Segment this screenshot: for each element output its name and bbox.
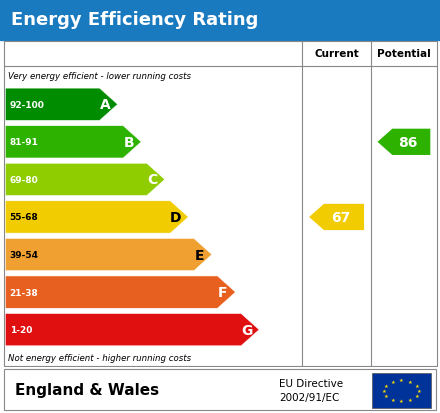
Text: 92-100: 92-100 [10,100,44,109]
Text: EU Directive: EU Directive [279,378,344,388]
Polygon shape [5,314,259,346]
Text: 55-68: 55-68 [10,213,38,222]
Polygon shape [5,276,235,309]
Text: 69-80: 69-80 [10,176,38,185]
Text: ★: ★ [381,388,386,393]
Polygon shape [5,126,141,159]
Text: C: C [147,173,158,187]
Text: 21-38: 21-38 [10,288,38,297]
Text: 86: 86 [399,135,418,150]
Bar [372,373,431,408]
Text: F: F [218,285,227,299]
Polygon shape [378,129,430,156]
Text: Current: Current [314,49,359,59]
Text: 2002/91/EC: 2002/91/EC [279,392,340,401]
Text: ★: ★ [390,397,395,402]
Text: ★: ★ [384,393,389,398]
Text: ★: ★ [408,379,413,384]
Polygon shape [5,201,188,233]
Text: ★: ★ [384,382,389,387]
Text: Very energy efficient - lower running costs: Very energy efficient - lower running co… [8,72,191,81]
Text: 39-54: 39-54 [10,250,39,259]
Text: A: A [99,98,110,112]
Text: G: G [241,323,252,337]
Text: England & Wales: England & Wales [15,382,160,397]
Text: E: E [194,248,204,262]
Text: ★: ★ [408,397,413,402]
Text: B: B [123,135,134,150]
Text: ★: ★ [417,388,422,393]
Text: 1-20: 1-20 [10,325,32,335]
Polygon shape [5,239,212,271]
Text: ★: ★ [399,377,404,382]
Text: 67: 67 [331,211,351,224]
Text: Not energy efficient - higher running costs: Not energy efficient - higher running co… [8,354,191,363]
Text: Potential: Potential [377,49,431,59]
Text: ★: ★ [399,398,404,403]
Text: 81-91: 81-91 [10,138,39,147]
Text: ★: ★ [414,393,419,398]
Text: ★: ★ [414,382,419,387]
Polygon shape [5,164,165,196]
Text: Energy Efficiency Rating: Energy Efficiency Rating [11,11,258,29]
Text: ★: ★ [390,379,395,384]
Polygon shape [309,204,364,230]
Polygon shape [5,89,117,121]
Text: D: D [170,211,182,224]
